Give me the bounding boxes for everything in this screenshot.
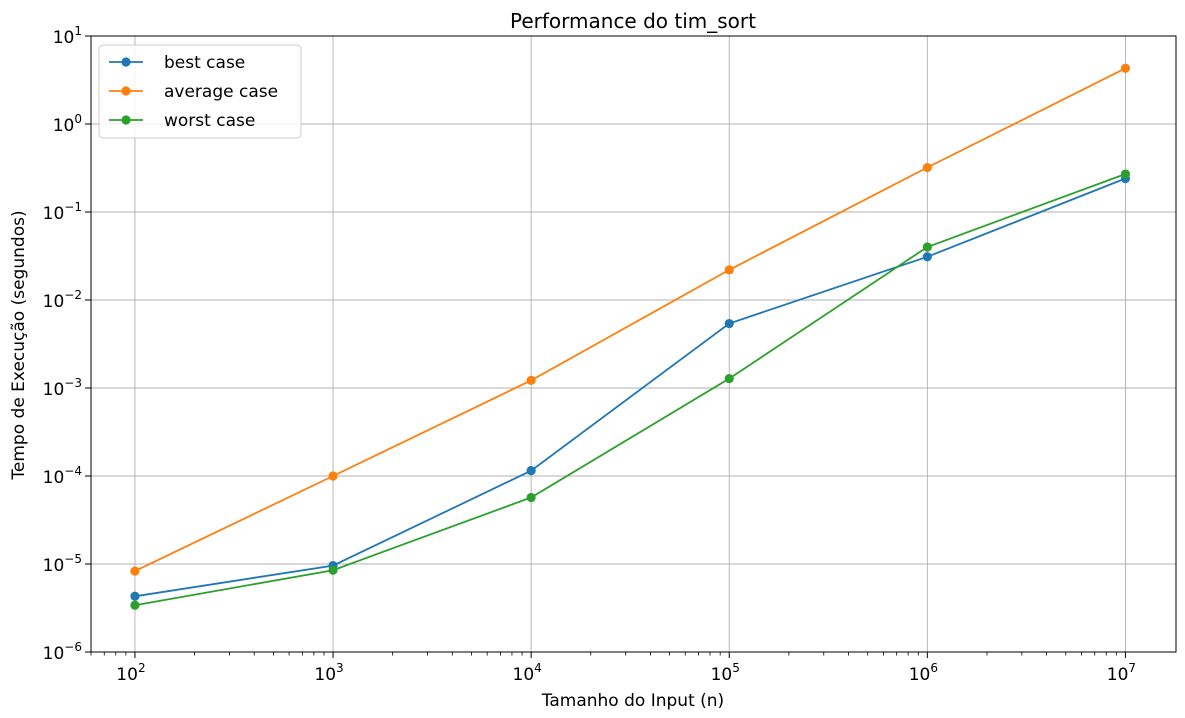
- plot-frame: [90, 35, 1177, 653]
- data-point: [922, 252, 932, 262]
- data-point: [526, 466, 536, 476]
- data-point: [724, 318, 734, 329]
- legend-marker: [121, 86, 131, 96]
- data-point: [1120, 63, 1131, 73]
- data-point: [526, 492, 536, 503]
- legend-label: best case: [164, 53, 245, 73]
- data-point: [922, 162, 932, 173]
- x-tick-base: 10: [909, 665, 931, 685]
- legend-marker: [121, 57, 131, 67]
- y-tick-base: 10: [43, 556, 65, 576]
- y-tick-exp: 1: [74, 24, 82, 38]
- data-point: [328, 471, 338, 481]
- series-layer: [130, 63, 1131, 610]
- y-tick-base: 10: [43, 468, 65, 488]
- x-tick-exp: 4: [534, 661, 542, 675]
- series-line: [134, 173, 1126, 607]
- y-tick-label: 10−6: [43, 640, 82, 664]
- x-tick-label: 102: [116, 661, 145, 685]
- y-axis-title: Tempo de Execução (segundos): [9, 210, 29, 480]
- y-tick-base: 10: [43, 204, 65, 224]
- y-tick-label: 10−3: [43, 376, 82, 400]
- series-worst-case: [130, 169, 1131, 610]
- x-tick-base: 10: [513, 665, 535, 685]
- x-tick-exp: 2: [138, 661, 146, 675]
- series-line: [134, 67, 1126, 572]
- data-point: [130, 600, 140, 610]
- data-point: [1120, 169, 1131, 179]
- x-tick-base: 10: [116, 665, 138, 685]
- y-tick-base: 10: [43, 292, 65, 312]
- data-point: [724, 373, 734, 384]
- legend-label: worst case: [164, 111, 255, 131]
- data-point: [130, 566, 140, 576]
- x-tick-label: 107: [1107, 661, 1136, 685]
- x-axis-ticks: 102 103 104 105 106 107: [116, 652, 1136, 685]
- y-tick-base: 10: [43, 380, 65, 400]
- x-tick-exp: 6: [930, 661, 938, 675]
- x-tick-exp: 3: [336, 661, 344, 675]
- data-point: [922, 242, 932, 252]
- x-tick-label: 104: [513, 661, 542, 685]
- y-tick-exp: −3: [64, 376, 82, 390]
- y-tick-exp: −4: [64, 464, 82, 478]
- legend-marker: [121, 115, 131, 125]
- y-tick-label: 10−1: [43, 200, 82, 224]
- minor-ticks: [90, 652, 1117, 656]
- series-line: [134, 177, 1126, 598]
- series-average-case: [130, 63, 1131, 576]
- x-tick-label: 105: [711, 661, 740, 685]
- legend-item: worst case: [109, 111, 255, 131]
- y-tick-exp: −5: [64, 552, 82, 566]
- legend-item: average case: [109, 82, 278, 102]
- data-point: [724, 265, 734, 275]
- x-tick-label: 106: [909, 661, 938, 685]
- y-tick-exp: 0: [74, 112, 82, 126]
- y-tick-label: 10−2: [43, 288, 82, 312]
- legend-item: best case: [109, 53, 245, 73]
- series-best-case: [130, 173, 1131, 601]
- x-tick-exp: 5: [732, 661, 740, 675]
- y-tick-label: 10−4: [43, 464, 82, 488]
- data-point: [130, 591, 140, 601]
- x-tick-base: 10: [1107, 665, 1129, 685]
- y-tick-exp: −1: [64, 200, 82, 214]
- data-point: [328, 565, 338, 575]
- legend-box: [98, 44, 302, 139]
- y-tick-base: 10: [43, 644, 65, 664]
- x-tick-exp: 7: [1128, 661, 1136, 675]
- legend-label: average case: [164, 82, 278, 102]
- x-tick-label: 103: [314, 661, 343, 685]
- y-tick-exp: −2: [64, 288, 82, 302]
- y-tick-exp: −6: [64, 640, 82, 654]
- legend: best case average case worst case: [98, 44, 302, 139]
- x-tick-base: 10: [314, 665, 336, 685]
- data-point: [526, 375, 536, 386]
- x-tick-base: 10: [711, 665, 733, 685]
- chart-title: Performance do tim_sort: [510, 9, 756, 33]
- y-tick-base: 10: [53, 116, 75, 136]
- y-tick-label: 10−5: [43, 552, 82, 576]
- y-tick-label: 101: [53, 24, 82, 48]
- x-axis-title: Tamanho do Input (n): [541, 691, 724, 711]
- y-tick-label: 100: [53, 112, 82, 136]
- y-tick-base: 10: [53, 28, 75, 48]
